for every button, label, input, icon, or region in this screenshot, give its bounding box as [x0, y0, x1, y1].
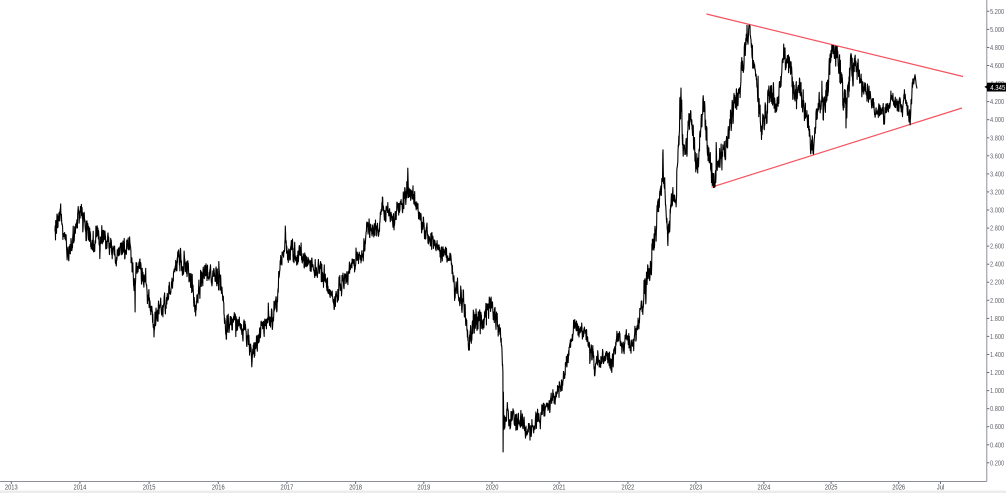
svg-text:0.800: 0.800	[990, 404, 1004, 413]
svg-text:4.000: 4.000	[990, 115, 1004, 124]
svg-text:1.400: 1.400	[990, 350, 1004, 359]
svg-text:4.600: 4.600	[990, 61, 1004, 70]
svg-text:2.600: 2.600	[990, 242, 1004, 251]
svg-text:3.200: 3.200	[990, 187, 1004, 196]
svg-text:2025: 2025	[825, 483, 838, 492]
svg-text:3.600: 3.600	[990, 151, 1004, 160]
svg-text:0.400: 0.400	[990, 440, 1004, 449]
svg-text:2026: 2026	[892, 483, 905, 492]
svg-text:2019: 2019	[417, 483, 430, 492]
svg-text:2.800: 2.800	[990, 224, 1004, 233]
svg-text:2014: 2014	[74, 483, 87, 492]
svg-text:2022: 2022	[622, 483, 635, 492]
svg-text:2024: 2024	[758, 483, 771, 492]
svg-text:1.600: 1.600	[990, 332, 1004, 341]
svg-text:3.000: 3.000	[990, 206, 1004, 215]
svg-text:1.200: 1.200	[990, 368, 1004, 377]
svg-text:5.000: 5.000	[990, 25, 1004, 34]
svg-text:2015: 2015	[143, 483, 156, 492]
svg-text:2023: 2023	[690, 483, 703, 492]
svg-text:4.345: 4.345	[990, 83, 1005, 92]
svg-text:0.200: 0.200	[990, 458, 1004, 467]
svg-text:2020: 2020	[486, 483, 499, 492]
svg-text:2018: 2018	[349, 483, 362, 492]
svg-text:4.800: 4.800	[990, 43, 1004, 52]
svg-text:1.000: 1.000	[990, 386, 1004, 395]
svg-text:2013: 2013	[5, 483, 18, 492]
svg-text:2016: 2016	[212, 483, 225, 492]
svg-text:5.200: 5.200	[990, 7, 1004, 16]
svg-text:Jul: Jul	[937, 483, 945, 492]
svg-text:3.400: 3.400	[990, 169, 1004, 178]
svg-text:2.000: 2.000	[990, 296, 1004, 305]
svg-text:2021: 2021	[553, 483, 566, 492]
svg-text:1.800: 1.800	[990, 314, 1004, 323]
svg-text:2017: 2017	[281, 483, 294, 492]
svg-text:3.800: 3.800	[990, 133, 1004, 142]
svg-text:4.200: 4.200	[990, 97, 1004, 106]
svg-text:2.200: 2.200	[990, 278, 1004, 287]
svg-text:2.400: 2.400	[990, 260, 1004, 269]
svg-text:0.600: 0.600	[990, 422, 1004, 431]
